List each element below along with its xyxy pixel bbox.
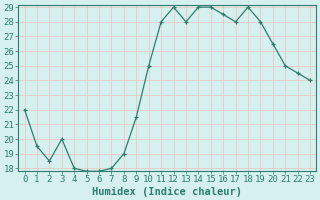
X-axis label: Humidex (Indice chaleur): Humidex (Indice chaleur)	[92, 186, 242, 197]
